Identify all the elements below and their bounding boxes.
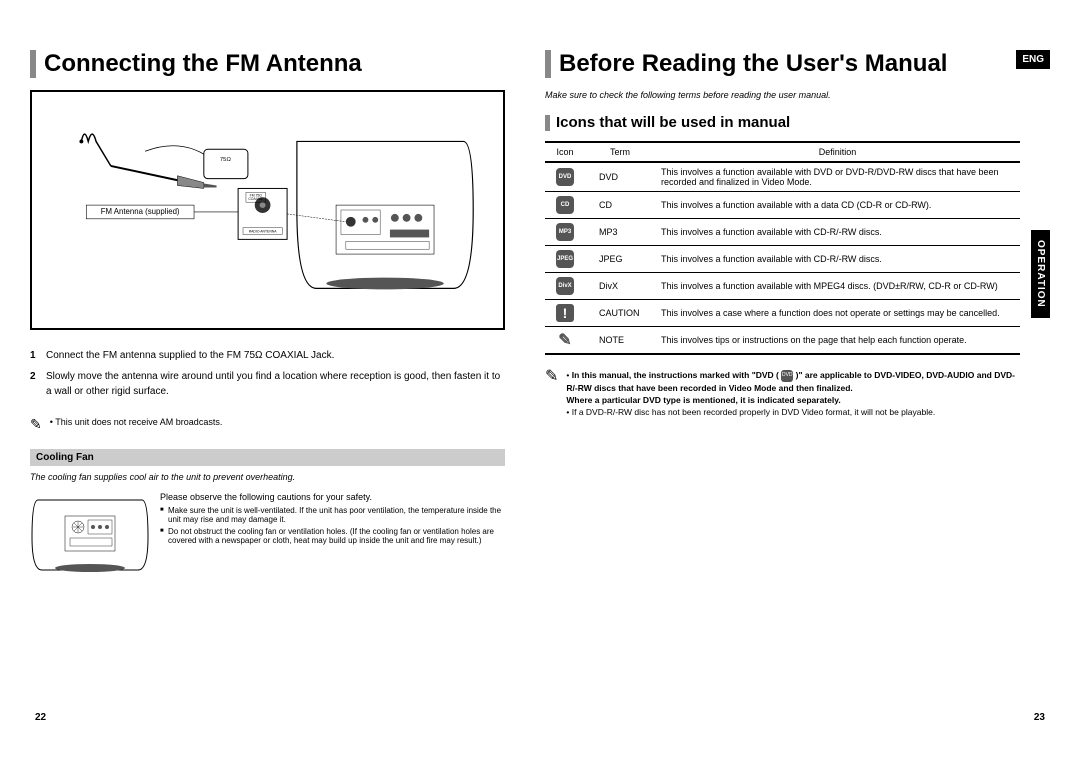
heading-bar — [30, 50, 36, 78]
big-note: ✎ In this manual, the instructions marke… — [545, 369, 1020, 419]
cooling-fan-header: Cooling Fan — [30, 449, 505, 466]
divx-icon: DivX — [556, 277, 574, 295]
col-term: Term — [585, 142, 655, 162]
fan-text: Please observe the following cautions fo… — [160, 492, 505, 582]
table-row: CD CD This involves a function available… — [545, 192, 1020, 219]
dvd-icon: DVD — [556, 168, 574, 186]
svg-text:75Ω: 75Ω — [220, 157, 232, 163]
table-row: JPEG JPEG This involves a function avail… — [545, 246, 1020, 273]
table-row: ✎ NOTE This involves tips or instruction… — [545, 327, 1020, 355]
table-row: ! CAUTION This involves a case where a f… — [545, 300, 1020, 327]
note-table-icon: ✎ — [556, 331, 574, 349]
table-row: MP3 MP3 This involves a function availab… — [545, 219, 1020, 246]
antenna-label-text: FM Antenna (supplied) — [101, 207, 180, 216]
steps-list: 1 Connect the FM antenna supplied to the… — [30, 348, 505, 399]
fan-section: Please observe the following cautions fo… — [30, 492, 505, 582]
step-1: 1 Connect the FM antenna supplied to the… — [30, 348, 505, 363]
jpeg-icon: JPEG — [556, 250, 574, 268]
cooling-fan-sub: The cooling fan supplies cool air to the… — [30, 472, 505, 482]
note-icon: ✎ — [30, 417, 42, 431]
page-number-right: 23 — [1034, 712, 1045, 723]
right-title: Before Reading the User's Manual — [559, 50, 947, 78]
cd-icon: CD — [556, 196, 574, 214]
svg-text:COAXIAL: COAXIAL — [248, 197, 263, 201]
lang-badge: ENG — [1016, 50, 1050, 69]
right-heading: Before Reading the User's Manual — [545, 50, 1020, 78]
operation-tab: OPERATION — [1031, 230, 1050, 318]
icons-table: Icon Term Definition DVD DVD This involv… — [545, 141, 1020, 355]
am-note: ✎ This unit does not receive AM broadcas… — [30, 417, 505, 431]
big-note-line1: In this manual, the instructions marked … — [566, 369, 1020, 406]
antenna-diagram: 75Ω FM Antenna (supplied) FM 75Ω COAXIAL… — [30, 90, 505, 330]
big-note-line2: If a DVD-R/-RW disc has not been recorde… — [566, 406, 1020, 418]
rear-panel-diagram — [30, 492, 150, 582]
dvd-mini-icon: DVD — [781, 370, 793, 382]
note-icon: ✎ — [545, 369, 558, 419]
heading-bar — [545, 50, 551, 78]
left-title: Connecting the FM Antenna — [44, 50, 362, 78]
col-definition: Definition — [655, 142, 1020, 162]
table-row: DivX DivX This involves a function avail… — [545, 273, 1020, 300]
page-number-left: 22 — [35, 712, 46, 723]
icons-subheading: Icons that will be used in manual — [545, 114, 1020, 131]
right-subtitle: Make sure to check the following terms b… — [545, 90, 1020, 100]
step-2: 2 Slowly move the antenna wire around un… — [30, 369, 505, 399]
caution-icon: ! — [556, 304, 574, 322]
table-row: DVD DVD This involves a function availab… — [545, 162, 1020, 192]
mp3-icon: MP3 — [556, 223, 574, 241]
antenna-svg: 75Ω FM Antenna (supplied) FM 75Ω COAXIAL… — [52, 112, 483, 308]
right-page: Before Reading the User's Manual Make su… — [545, 50, 1050, 723]
left-page: Connecting the FM Antenna 75Ω FM Antenna… — [30, 50, 505, 723]
col-icon: Icon — [545, 142, 585, 162]
svg-text:RADIO ANTENNA: RADIO ANTENNA — [249, 230, 278, 234]
left-heading: Connecting the FM Antenna — [30, 50, 505, 78]
